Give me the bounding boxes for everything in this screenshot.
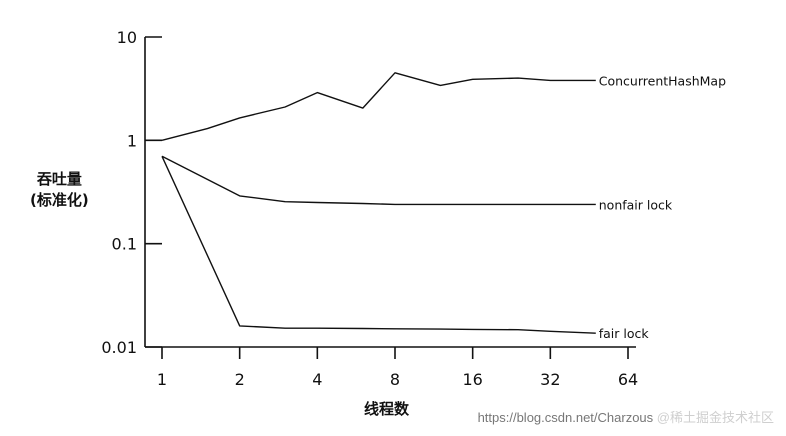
series-layer: [161, 72, 596, 334]
x-tick-label: 32: [540, 370, 560, 389]
x-tick-label: 2: [235, 370, 245, 389]
series-label: fair lock: [599, 326, 650, 341]
x-tick-label: 64: [618, 370, 638, 389]
chart-axes: [144, 36, 636, 359]
y-tick-label: 1: [127, 131, 137, 150]
x-tick-label: 8: [390, 370, 400, 389]
y-axis-title-line1: 吞吐量: [36, 170, 82, 188]
y-tick-label: 10: [117, 28, 137, 47]
series-label: nonfair lock: [599, 197, 673, 212]
y-axis-title: 吞吐量 (标准化): [30, 168, 89, 210]
watermark-url: https://blog.csdn.net/Charzous: [477, 410, 654, 425]
labels-layer: 10 1 0.1 0.01 1 2 4 8 16 32 64 ConcurrentHashMap non…: [101, 28, 726, 389]
watermark: https://blog.csdn.net/Charzous @稀土掘金技术社区: [478, 407, 774, 426]
series-label: ConcurrentHashMap: [599, 73, 726, 88]
series-line: [161, 156, 596, 334]
x-axis-title: 线程数: [364, 400, 410, 418]
y-axis-title-line2: (标准化): [30, 191, 89, 209]
series-line: [161, 155, 596, 206]
y-tick-label: 0.01: [101, 338, 137, 357]
x-tick-label: 1: [157, 370, 167, 389]
watermark-ghost: @稀土掘金技术社区: [656, 410, 774, 425]
x-tick-label: 16: [462, 370, 482, 389]
series-line: [161, 72, 596, 141]
y-tick-label: 0.1: [112, 235, 137, 254]
x-tick-label: 4: [312, 370, 322, 389]
